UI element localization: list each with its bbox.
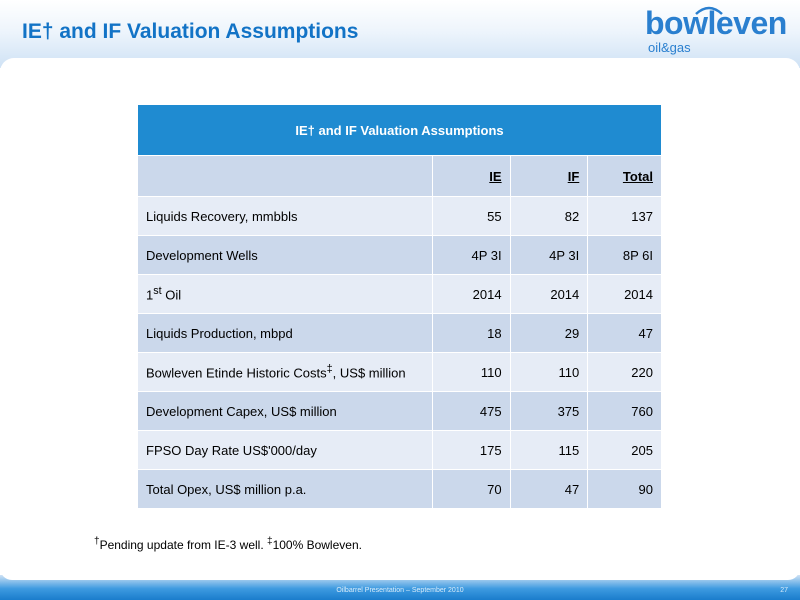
cell-total: 205 bbox=[587, 430, 662, 470]
row-label-text: 1 bbox=[146, 287, 154, 303]
header-band bbox=[0, 0, 800, 68]
footnote-mark-dagger: † bbox=[94, 536, 100, 547]
row-label-suffix: , US$ million bbox=[332, 365, 406, 381]
row-label: Total Opex, US$ million p.a. bbox=[137, 469, 433, 509]
cell-if: 47 bbox=[509, 469, 589, 509]
table-row: Bowleven Etinde Historic Costs‡, US$ mil… bbox=[137, 352, 662, 392]
cell-ie: 2014 bbox=[431, 274, 511, 314]
cell-total: 47 bbox=[587, 313, 662, 353]
row-label: FPSO Day Rate US$'000/day bbox=[137, 430, 433, 470]
table-row: Development Capex, US$ million 475 375 7… bbox=[137, 391, 662, 431]
cell-ie: 70 bbox=[431, 469, 511, 509]
table-caption: IE† and IF Valuation Assumptions bbox=[137, 104, 662, 156]
footnote: †Pending update from IE-3 well. ‡100% Bo… bbox=[94, 536, 362, 552]
logo-wordmark: bowleven bbox=[645, 5, 787, 41]
row-label-superscript: ‡ bbox=[326, 363, 333, 376]
cell-total: 2014 bbox=[587, 274, 662, 314]
cell-if: 375 bbox=[509, 391, 589, 431]
column-header-if: IF bbox=[509, 155, 589, 197]
row-label: Liquids Production, mbpd bbox=[137, 313, 433, 353]
cell-ie: 110 bbox=[431, 352, 511, 392]
valuation-table: IE† and IF Valuation Assumptions IE IF T… bbox=[137, 104, 662, 509]
row-label-text: Bowleven Etinde Historic Costs bbox=[146, 365, 327, 381]
cell-if: 29 bbox=[509, 313, 589, 353]
table-row: Liquids Recovery, mmbbls 55 82 137 bbox=[137, 196, 662, 236]
footnote-text-2: 100% Bowleven. bbox=[272, 538, 362, 552]
cell-total: 137 bbox=[587, 196, 662, 236]
row-label: Liquids Recovery, mmbbls bbox=[137, 196, 433, 236]
cell-total: 760 bbox=[587, 391, 662, 431]
cell-ie: 18 bbox=[431, 313, 511, 353]
cell-total: 220 bbox=[587, 352, 662, 392]
cell-if: 115 bbox=[509, 430, 589, 470]
header-divider bbox=[0, 58, 800, 80]
page-number: 27 bbox=[780, 587, 788, 594]
row-label: Development Capex, US$ million bbox=[137, 391, 433, 431]
table-caption-row: IE† and IF Valuation Assumptions bbox=[137, 104, 662, 156]
footnote-text-1: Pending update from IE-3 well. bbox=[99, 538, 267, 552]
row-label-suffix: Oil bbox=[161, 287, 182, 303]
cell-total: 8P 6I bbox=[587, 235, 662, 275]
row-label-superscript: st bbox=[153, 285, 162, 298]
row-label: Bowleven Etinde Historic Costs‡, US$ mil… bbox=[137, 352, 433, 392]
logo-arc-icon bbox=[695, 6, 723, 15]
row-label: 1st Oil bbox=[137, 274, 433, 314]
column-header-total: Total bbox=[587, 155, 662, 197]
cell-ie: 55 bbox=[431, 196, 511, 236]
cell-ie: 475 bbox=[431, 391, 511, 431]
footer-caption: Oilbarrel Presentation – September 2010 bbox=[336, 587, 464, 594]
column-header-blank bbox=[137, 155, 433, 197]
cell-ie: 175 bbox=[431, 430, 511, 470]
cell-if: 82 bbox=[509, 196, 589, 236]
table-row: FPSO Day Rate US$'000/day 175 115 205 bbox=[137, 430, 662, 470]
column-header-ie: IE bbox=[431, 155, 511, 197]
table-row: 1st Oil 2014 2014 2014 bbox=[137, 274, 662, 314]
cell-if: 4P 3I bbox=[509, 235, 589, 275]
footnote-mark-double-dagger: ‡ bbox=[267, 536, 273, 547]
cell-total: 90 bbox=[587, 469, 662, 509]
table-row: Liquids Production, mbpd 18 29 47 bbox=[137, 313, 662, 353]
row-label: Development Wells bbox=[137, 235, 433, 275]
footer-divider bbox=[0, 568, 800, 580]
cell-ie: 4P 3I bbox=[431, 235, 511, 275]
cell-if: 110 bbox=[509, 352, 589, 392]
column-header-row: IE IF Total bbox=[137, 155, 662, 197]
cell-if: 2014 bbox=[509, 274, 589, 314]
table-row: Total Opex, US$ million p.a. 70 47 90 bbox=[137, 469, 662, 509]
table-row: Development Wells 4P 3I 4P 3I 8P 6I bbox=[137, 235, 662, 275]
page-title: IE† and IF Valuation Assumptions bbox=[22, 20, 359, 43]
logo-subtitle: oil&gas bbox=[648, 40, 691, 55]
